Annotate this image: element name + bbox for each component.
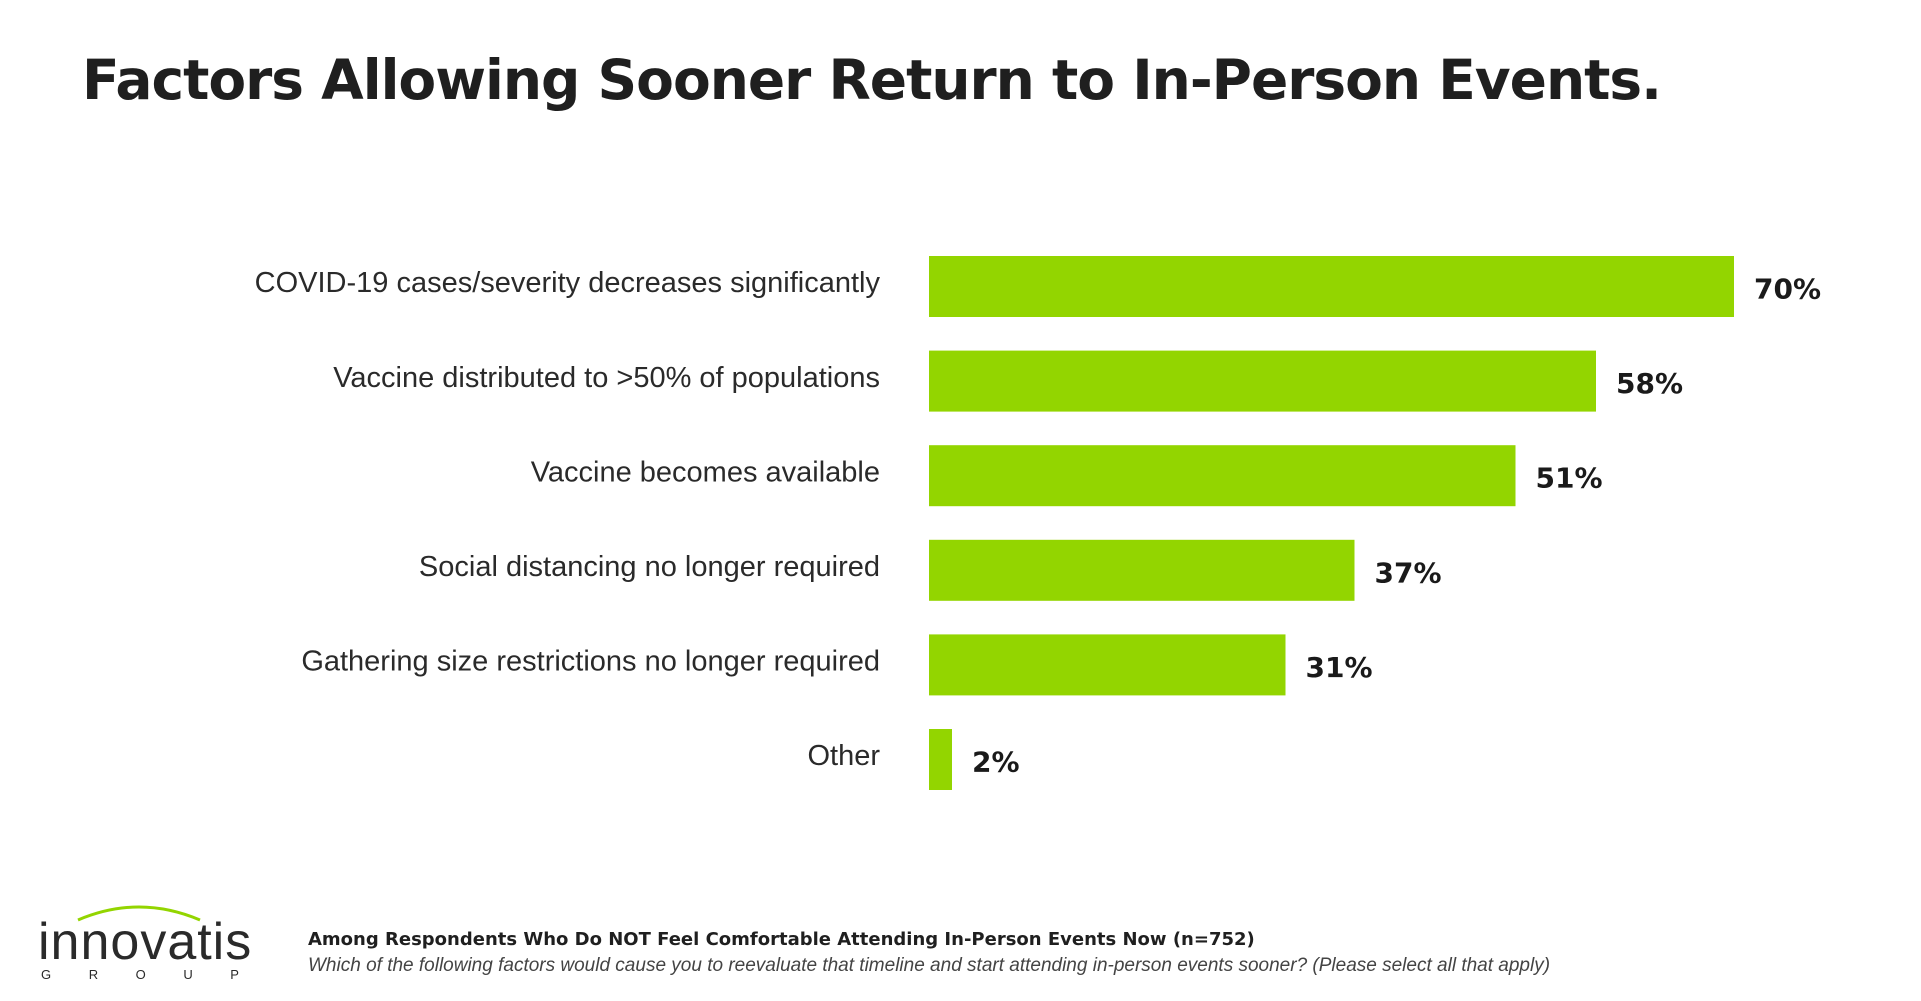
category-label: Gathering size restrictions no longer re… (301, 646, 880, 678)
footnote-question: Which of the following factors would cau… (308, 955, 1551, 976)
bar (929, 539, 1355, 601)
logo-sub-letter: P (230, 967, 239, 982)
logo-sub-letter: O (135, 967, 146, 982)
value-label: 37% (1375, 556, 1442, 589)
category-label: Vaccine becomes available (531, 456, 880, 488)
logo-wordmark: innovatis (38, 913, 253, 971)
logo-sub-letter: U (183, 967, 193, 982)
category-label: Social distancing no longer required (419, 551, 880, 583)
value-label: 70% (1754, 273, 1821, 306)
value-label: 58% (1616, 367, 1683, 400)
footnote-title: Among Respondents Who Do NOT Feel Comfor… (308, 929, 1255, 950)
value-label: 51% (1536, 462, 1603, 495)
bar (929, 256, 1734, 317)
logo-sub-letter: R (88, 967, 99, 982)
category-label: COVID-19 cases/severity decreases signif… (255, 267, 881, 299)
value-label: 31% (1306, 651, 1373, 684)
chart-title: Factors Allowing Sooner Return to In-Per… (82, 48, 1662, 112)
logo-arc-icon (77, 905, 201, 922)
logo-sub-letter: G (41, 967, 52, 982)
logo-subtext: G R O U P (41, 967, 239, 982)
value-label: 2% (972, 746, 1020, 779)
bar (929, 350, 1596, 412)
category-label: Other (807, 740, 880, 772)
bar (929, 729, 952, 790)
bar (929, 445, 1516, 507)
bar (929, 634, 1286, 696)
category-label: Vaccine distributed to >50% of populatio… (333, 362, 880, 394)
innovatis-logo: innovatis G R O U P (38, 900, 251, 985)
